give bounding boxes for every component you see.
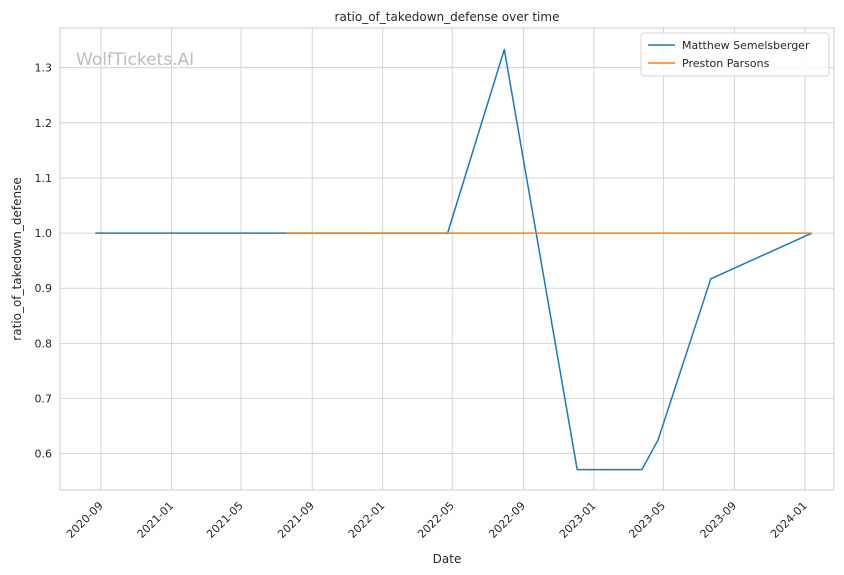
x-tick-label: 2023-05 <box>626 499 668 541</box>
y-tick-label: 1.3 <box>35 62 53 75</box>
y-axis-label: ratio_of_takedown_defense <box>10 177 24 340</box>
legend: Matthew Semelsberger Preston Parsons <box>640 32 830 77</box>
legend-label-matthew-semelsberger: Matthew Semelsberger <box>682 39 810 52</box>
y-tick-label: 1.0 <box>35 227 53 240</box>
x-tick-label: 2024-01 <box>768 499 810 541</box>
y-axis-ticks: 0.6 0.7 0.8 0.9 1.0 1.1 1.2 1.3 <box>35 62 53 461</box>
y-tick-label: 0.7 <box>35 392 53 405</box>
series-line-matthew-semelsberger <box>95 48 813 471</box>
x-tick-label: 2022-01 <box>346 499 388 541</box>
y-tick-label: 1.2 <box>35 117 53 130</box>
x-tick-label: 2023-09 <box>698 499 740 541</box>
series-layer <box>95 48 813 471</box>
plot-frame <box>59 27 835 491</box>
y-tick-label: 1.1 <box>35 172 53 185</box>
legend-label-preston-parsons: Preston Parsons <box>682 57 770 70</box>
x-tick-label: 2022-09 <box>486 499 528 541</box>
legend-box <box>640 32 830 77</box>
y-tick-label: 0.9 <box>35 282 53 295</box>
x-tick-label: 2020-09 <box>64 499 106 541</box>
x-axis-ticks: 2020-09 2021-01 2021-05 2021-09 2022-01 2022-… <box>64 499 810 541</box>
x-tick-label: 2022-05 <box>415 499 457 541</box>
watermark: WolfTickets.AI <box>76 50 194 70</box>
chart-title: ratio_of_takedown_defense over time <box>335 10 560 24</box>
x-tick-label: 2023-01 <box>557 499 599 541</box>
grid <box>60 28 834 490</box>
y-tick-label: 0.6 <box>35 448 53 461</box>
x-tick-label: 2021-09 <box>275 499 317 541</box>
x-tick-label: 2021-01 <box>135 499 177 541</box>
y-tick-label: 0.8 <box>35 337 53 350</box>
x-tick-label: 2021-05 <box>204 499 246 541</box>
x-axis-label: Date <box>433 552 462 566</box>
